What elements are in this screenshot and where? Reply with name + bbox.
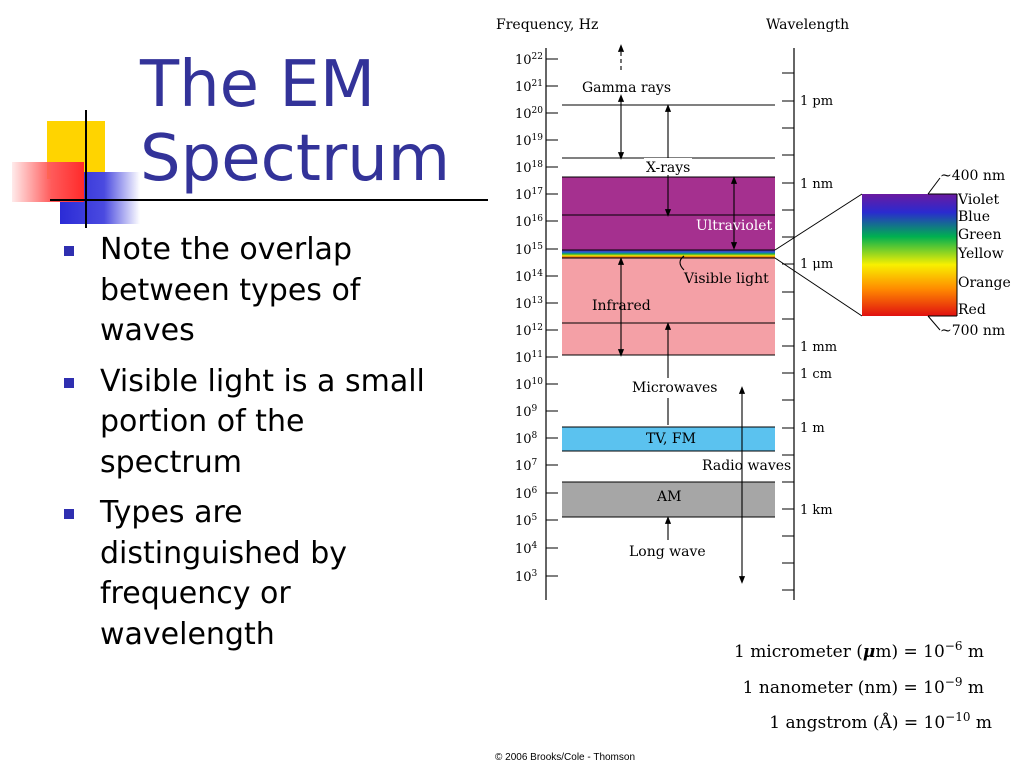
wavelength-label: 1 mm: [800, 340, 837, 355]
zoom-line-bottom: [774, 257, 863, 317]
xray-label: X-rays: [646, 160, 690, 176]
deco-red-square: [12, 162, 84, 202]
freq-label: 1020: [515, 106, 543, 122]
uv-label: Ultraviolet: [696, 218, 773, 234]
freq-label: 1016: [515, 214, 543, 230]
visible-bottom-label: ~700 nm: [940, 323, 1005, 339]
bullet-text: Types are distinguished by frequency or …: [100, 495, 347, 652]
color-label: Orange: [958, 275, 1011, 291]
freq-label: 1015: [515, 242, 543, 258]
visible-label: Visible light: [683, 271, 769, 287]
inset-bottom-leader: [927, 315, 941, 331]
wavelength-labels: 1 pm 1 nm 1 μm 1 mm 1 cm 1 m 1 km: [800, 94, 837, 518]
ir-label: Infrared: [592, 298, 651, 314]
freq-label: 109: [515, 404, 538, 420]
color-label: Green: [958, 227, 1001, 243]
freq-label: 1017: [515, 187, 543, 203]
visible-band: [562, 250, 775, 258]
visible-top-label: ~400 nm: [940, 168, 1005, 184]
wavelength-header: Wavelength: [766, 17, 849, 33]
color-label: Yellow: [957, 246, 1004, 262]
freq-label: 1013: [515, 296, 543, 312]
wavelength-label: 1 cm: [800, 367, 832, 382]
microwave-label: Microwaves: [632, 380, 717, 396]
frequency-header: Frequency, Hz: [496, 17, 598, 33]
visible-spectrum-inset: [862, 194, 957, 316]
frequency-labels: 1022 1021 1020 1019 1018 1017 1016 1015 …: [515, 52, 543, 585]
region-arrows: [617, 44, 746, 584]
am-label: AM: [656, 489, 681, 505]
freq-label: 107: [515, 458, 538, 474]
unit-angstrom: 1 angstrom (Å) = 10−10 m: [769, 710, 992, 733]
page-title: The EM Spectrum: [140, 48, 450, 196]
freq-label: 1010: [515, 377, 543, 393]
inset-labels: ~400 nm ~700 nm Violet Blue Green Yellow…: [940, 168, 1011, 339]
wavelength-label: 1 m: [800, 421, 825, 436]
region-labels: Gamma rays X-rays Ultraviolet Visible li…: [582, 80, 791, 560]
bullet-list: Note the overlap between types of waves …: [60, 230, 440, 665]
deco-horizontal-line: [50, 199, 488, 201]
freq-label: 1012: [515, 323, 543, 339]
tvfm-label: TV, FM: [646, 431, 696, 447]
gamma-label: Gamma rays: [582, 80, 671, 96]
freq-label: 104: [515, 541, 538, 557]
wavelength-label: 1 nm: [800, 177, 833, 192]
bullet-text: Visible light is a small portion of the …: [100, 363, 425, 480]
wavelength-label: 1 pm: [800, 94, 833, 109]
title-line-2: Spectrum: [140, 122, 451, 196]
frequency-axis-ticks: [546, 58, 558, 577]
freq-label: 1014: [515, 269, 543, 285]
color-label: Red: [958, 302, 986, 318]
deco-vertical-line: [85, 110, 87, 228]
freq-label: 106: [515, 486, 538, 502]
bullet-item: Visible light is a small portion of the …: [60, 362, 440, 484]
zoom-line-top: [774, 193, 863, 251]
bullet-item: Types are distinguished by frequency or …: [60, 493, 440, 655]
freq-label: 1011: [515, 350, 543, 366]
title-line-1: The EM: [140, 48, 376, 122]
copyright-footer: © 2006 Brooks/Cole - Thomson: [494, 752, 636, 763]
color-label: Violet: [957, 192, 1000, 208]
longwave-label: Long wave: [629, 544, 706, 560]
wavelength-axis-ticks: [782, 72, 794, 591]
freq-label: 1019: [515, 133, 543, 149]
wavelength-label: 1 km: [800, 503, 833, 518]
radio-label: Radio waves: [702, 458, 791, 474]
square-bullet-icon: [64, 246, 74, 256]
freq-label: 103: [515, 569, 538, 585]
freq-label: 105: [515, 513, 538, 529]
unit-micrometer: 1 micrometer (μm) = 10−6 m: [734, 639, 984, 662]
wavelength-label: 1 μm: [800, 257, 833, 272]
square-bullet-icon: [64, 377, 74, 388]
xray-label-bg: [644, 158, 692, 175]
inset-top-leader: [927, 177, 941, 195]
em-spectrum-diagram: Frequency, Hz Wavelength 102: [496, 17, 1011, 733]
color-label: Blue: [958, 209, 990, 225]
square-bullet-icon: [64, 509, 74, 519]
unit-definitions: 1 micrometer (μm) = 10−6 m 1 nanometer (…: [734, 639, 992, 733]
freq-label: 108: [515, 431, 538, 447]
freq-label: 1022: [515, 52, 543, 68]
visible-pointer: [679, 255, 685, 271]
freq-label: 1018: [515, 160, 543, 176]
unit-nanometer: 1 nanometer (nm) = 10−9 m: [743, 675, 984, 698]
freq-label: 1021: [515, 79, 543, 95]
bullet-item: Note the overlap between types of waves: [60, 230, 440, 352]
bullet-text: Note the overlap between types of waves: [100, 232, 361, 348]
